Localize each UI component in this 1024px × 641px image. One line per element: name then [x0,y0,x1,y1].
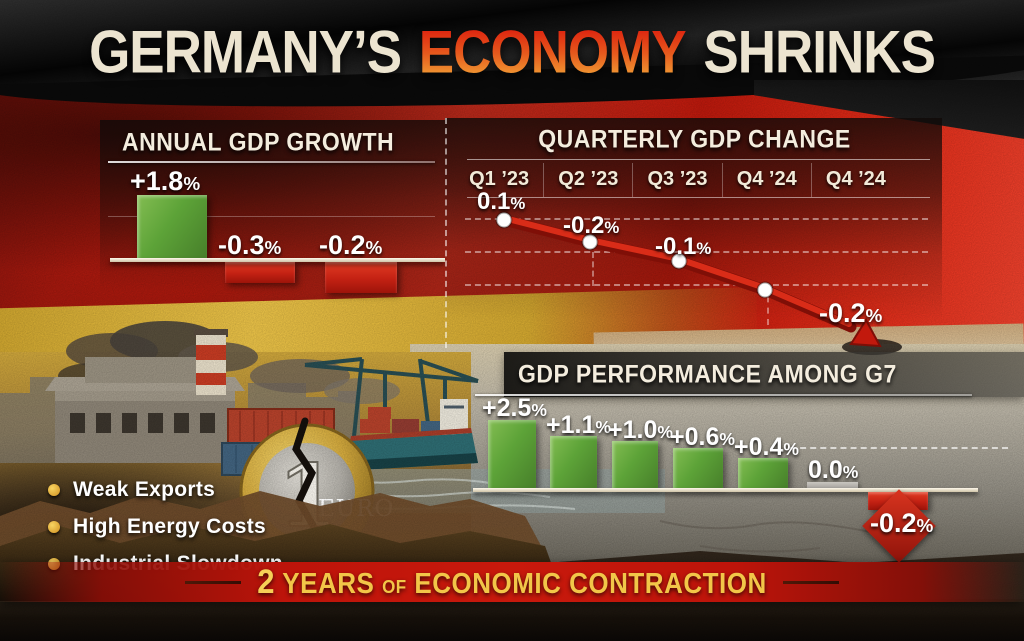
g7-bar-5 [738,458,788,488]
annual-title-rule [108,161,435,163]
annual-bar-negative-1 [225,262,295,283]
g7-bar-1 [488,420,536,488]
list-item: High Energy Costs [48,515,283,539]
banner-right-dash [782,580,839,584]
g7-dashed-reference-line [790,447,1008,449]
title-highlight: ECONOMY [415,19,690,86]
point-label-final: -0.2% [819,298,883,328]
banner-number: 2 [257,562,275,601]
bullet-dot-icon [48,521,60,533]
list-item: Weak Exports [48,478,283,502]
annual-bar-label-3: -0.2% [319,230,383,260]
g7-bar-label-6: 0.0% [808,456,859,484]
annual-bar-negative-2 [325,262,397,293]
g7-chart-title: GDP PERFORMANCE AMONG G7 [518,359,897,388]
annual-bar-label-2: -0.3% [218,230,282,260]
deck-containers [360,407,445,433]
g7-bar-label-7: -0.2% [870,508,934,538]
quarterly-gdp-change-chart: QUARTERLY GDP CHANGE Q1 ’23 Q2 ’23 Q3 ’2… [445,118,942,348]
annual-bar-positive [137,195,207,258]
annual-zero-baseline [110,258,445,262]
g7-title-rule [475,394,972,396]
point-label-q1: 0.1% [477,188,526,215]
page-title: GERMANY’S ECONOMY SHRINKS [0,18,1024,88]
g7-bar-label-1: +2.5% [482,394,547,422]
factor-label: Weak Exports [73,478,216,501]
banner-text: 2 YEARS OF ECONOMIC CONTRACTION [257,562,767,602]
point-label-q3: -0.1% [655,233,712,260]
banner-rest: ECONOMIC CONTRACTION [414,566,767,600]
title-prefix: GERMANY’S [89,18,402,87]
g7-bar-4 [673,448,723,488]
bullet-dot-icon [48,484,60,496]
banner-years: YEARS [282,566,375,600]
annual-gdp-growth-chart: ANNUAL GDP GROWTH +1.8% -0.3% -0.2% [100,120,445,315]
g7-bar-3 [612,441,658,488]
annual-bar-label-1: +1.8% [130,166,201,196]
annual-chart-title: ANNUAL GDP GROWTH [122,127,395,156]
title-suffix: SHRINKS [703,18,936,87]
banner-left-dash [185,580,242,584]
factor-label: High Energy Costs [73,515,266,538]
point-label-q2: -0.2% [563,212,620,239]
conclusion-banner: 2 YEARS OF ECONOMIC CONTRACTION [0,562,1024,602]
gdp-performance-g7-chart: GDP PERFORMANCE AMONG G7 +2.5% +1.1% +1.… [470,352,1024,567]
g7-bar-2 [550,436,597,488]
banner-of: OF [382,576,407,598]
